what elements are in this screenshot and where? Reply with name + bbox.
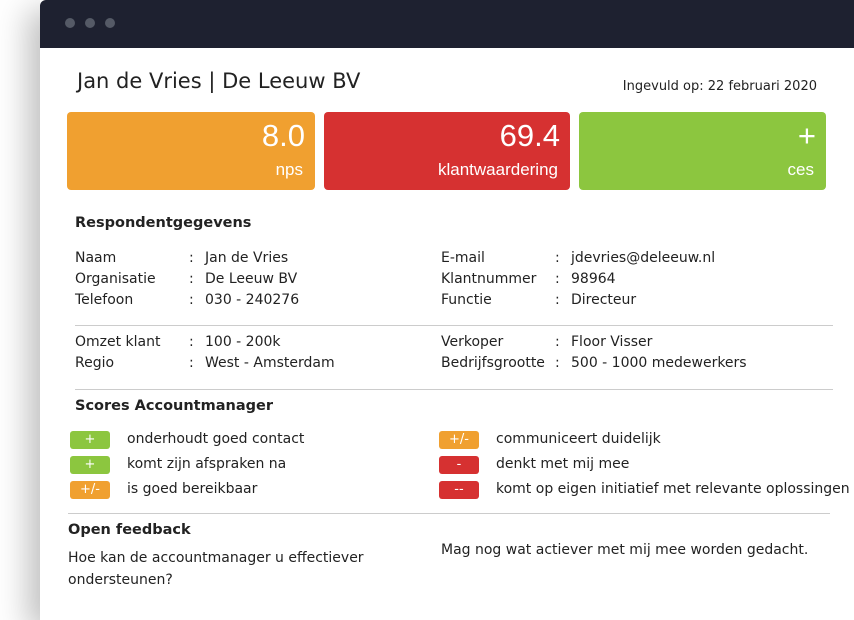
score-text: onderhoudt goed contact [127,431,305,447]
separator: : [189,355,194,371]
score-label: nps [275,160,303,179]
separator: : [555,250,560,266]
title-bar [40,0,854,48]
field-value: Jan de Vries [205,250,289,266]
score-text: denkt met mij mee [496,456,630,472]
divider [75,325,833,326]
score-box: + ces [579,112,826,190]
separator: : [189,334,194,350]
window-dot[interactable] [85,18,95,28]
score-box: 69.4 klantwaardering [324,112,570,190]
field-value: De Leeuw BV [205,271,298,287]
score-badge: +/- [439,431,479,449]
field-label: Functie [441,292,492,308]
separator: : [555,292,560,308]
feedback-question: Hoe kan de accountmanager u effectiever … [68,550,364,588]
divider [68,513,830,514]
score-badge: -- [439,481,479,499]
feedback-answer: Mag nog wat actiever met mij mee worden … [441,542,809,558]
divider [75,389,833,390]
field-value: 500 - 1000 medewerkers [571,355,747,371]
window [40,0,854,620]
field-label: E-mail [441,250,485,266]
field-value: jdevries@deleeuw.nl [571,250,716,266]
score-value: 69.4 [499,118,560,153]
score-label: ces [787,160,814,179]
score-text: communiceert duidelijk [496,431,661,447]
field-label: Bedrijfsgrootte [441,355,545,371]
separator: : [189,250,194,266]
page-title: Jan de Vries | De Leeuw BV [77,69,361,93]
field-value: 100 - 200k [205,334,281,350]
section-title: Open feedback [68,522,191,538]
field-label: Omzet klant [75,334,161,350]
separator: : [555,355,560,371]
page: Jan de Vries | De Leeuw BV Ingevuld op: … [40,0,854,588]
field-label: Verkoper [441,334,504,350]
field-label: Organisatie [75,271,156,287]
window-dot[interactable] [105,18,115,28]
score-text: is goed bereikbaar [127,481,258,497]
field-value: 98964 [571,271,616,287]
field-value: Floor Visser [571,334,653,350]
separator: : [189,292,194,308]
field-label: Klantnummer [441,271,537,287]
field-label: Telefoon [75,292,134,308]
score-label: klantwaardering [437,160,558,179]
separator: : [189,271,194,287]
separator: : [555,271,560,287]
score-text: komt op eigen initiatief met relevante o… [496,481,850,497]
field-label: Regio [75,355,115,371]
field-value: 030 - 240276 [205,292,300,308]
score-value: 8.0 [261,118,305,153]
field-label: Naam [75,250,117,266]
section-title: Respondentgegevens [75,215,252,231]
score-box: 8.0 nps [67,112,315,190]
score-badge: + [70,431,110,449]
field-value: West - Amsterdam [205,355,335,371]
window-dot[interactable] [65,18,75,28]
date: Ingevuld op: 22 februari 2020 [622,79,817,94]
score-text: komt zijn afspraken na [127,456,287,472]
separator: : [555,334,560,350]
section-title: Scores Accountmanager [75,398,273,414]
score-badge: +/- [70,481,110,499]
field-value: Directeur [571,292,637,308]
score-badge: - [439,456,479,474]
score-badge: + [70,456,110,474]
score-value: + [797,118,816,153]
